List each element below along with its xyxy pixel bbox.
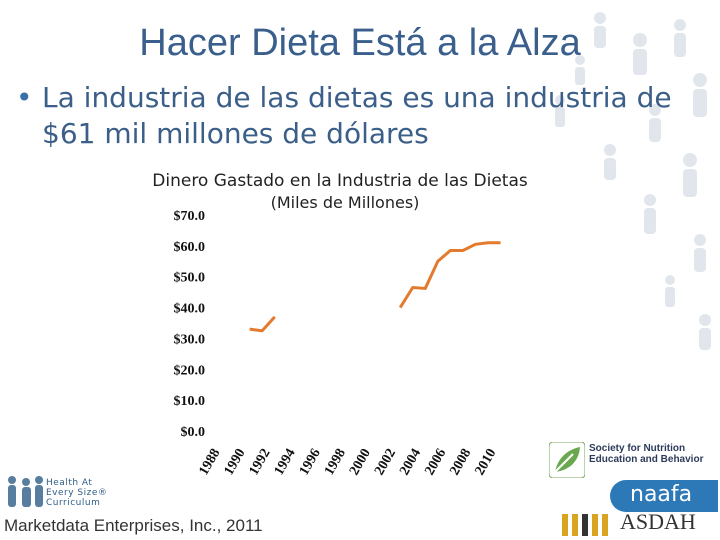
y-tick-label: $60.0	[174, 240, 206, 255]
haes-logo: Health At Every Size® Curriculum	[46, 478, 107, 508]
leaf-icon	[549, 442, 585, 478]
x-tick-label: 1990	[222, 446, 249, 478]
asdah-bars-icon	[562, 514, 608, 536]
sne-logo: Society for Nutrition Education and Beha…	[549, 440, 709, 480]
y-tick-label: $40.0	[174, 302, 206, 317]
asdah-text: ASDAH	[620, 509, 696, 534]
haes-figures-icon	[8, 476, 43, 507]
asdah-logo: ASDAH	[560, 509, 700, 538]
chart-subtitle: (Miles de Millones)	[271, 193, 420, 212]
x-tick-label: 2006	[422, 446, 449, 478]
x-tick-label: 1998	[322, 446, 349, 478]
x-tick-label: 2004	[397, 446, 424, 478]
series-line-segment	[249, 315, 276, 333]
y-tick-label: $70.0	[174, 209, 206, 224]
x-tick-label: 2000	[347, 446, 374, 478]
haes-line: Curriculum	[46, 498, 101, 508]
source-citation: Marketdata Enterprises, Inc., 2011	[4, 516, 263, 535]
slide-title: Hacer Dieta Está a la Alza	[139, 22, 581, 64]
haes-line: Health At	[46, 478, 93, 488]
naafa-text: naafa	[630, 482, 693, 507]
y-tick-label: $30.0	[174, 332, 206, 347]
y-axis: $0.0 $10.0 $20.0 $30.0 $40.0 $50.0 $60.0 $70.0	[174, 209, 206, 440]
series-line-segment	[398, 241, 501, 309]
x-tick-label: 1994	[272, 446, 299, 478]
y-tick-label: $50.0	[174, 271, 206, 286]
y-tick-label: $10.0	[174, 394, 206, 409]
y-tick-label: $20.0	[174, 363, 206, 378]
series-lines	[249, 241, 501, 333]
haes-line: Every Size®	[46, 488, 108, 498]
x-axis: 1988199019921994199619982000200220042006…	[196, 446, 499, 478]
sne-text: Society for Nutrition Education and Beha…	[589, 443, 704, 465]
x-tick-label: 2010	[472, 446, 499, 478]
bullet-point: • La industria de las dietas es una indu…	[16, 80, 696, 152]
x-tick-label: 1992	[247, 446, 274, 478]
naafa-logo: naafa	[610, 480, 718, 512]
bullet-dot: •	[16, 81, 33, 114]
x-tick-label: 2002	[372, 446, 399, 478]
bullet-text: La industria de las dietas es una indust…	[42, 81, 672, 150]
x-tick-label: 2008	[447, 446, 474, 478]
x-tick-label: 1988	[196, 446, 223, 478]
chart-title: Dinero Gastado en la Industria de las Di…	[152, 171, 528, 191]
y-tick-label: $0.0	[181, 425, 206, 440]
x-tick-label: 1996	[297, 446, 324, 478]
